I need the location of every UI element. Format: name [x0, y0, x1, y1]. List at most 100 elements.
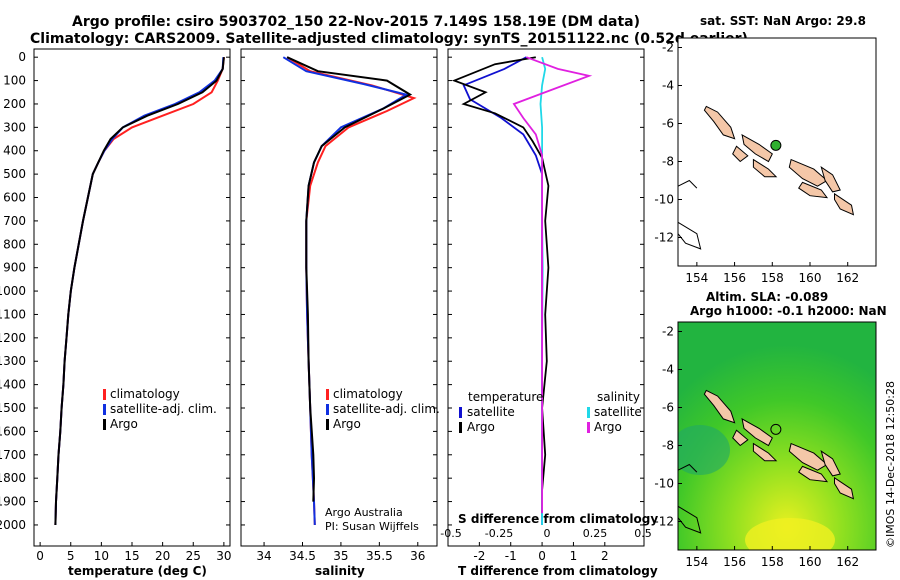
- island-shape: [703, 389, 736, 424]
- map-y-tick-label: -2: [662, 41, 674, 55]
- legend-swatch: [103, 419, 106, 430]
- map-y-tick-label: -4: [662, 363, 674, 377]
- x-tick-label: 34: [256, 549, 271, 563]
- depth-tick-label: 1900: [0, 495, 26, 509]
- map-x-tick-label: 162: [836, 555, 859, 569]
- map-y-tick-label: -4: [662, 79, 674, 93]
- island-shape: [732, 429, 749, 447]
- sla-map-low: [678, 425, 730, 475]
- legend-swatch: [326, 419, 329, 430]
- legend-label: climatology: [333, 387, 403, 401]
- island-shape: [752, 442, 778, 462]
- depth-tick-label: 1400: [0, 378, 26, 392]
- sla-map-frame: [677, 321, 877, 551]
- map-y-tick-label: -10: [654, 193, 674, 207]
- series-line-argo: [286, 56, 413, 502]
- depth-tick-label: 2000: [0, 518, 26, 532]
- legend-swatch: [103, 404, 106, 415]
- sla-map-title1: Altim. SLA: -0.089: [706, 290, 828, 304]
- legend-swatch: [587, 407, 590, 418]
- legend-swatch: [326, 404, 329, 415]
- island-shape: [820, 450, 841, 477]
- x-tick-label: 25: [186, 549, 201, 563]
- island-shape: [788, 158, 828, 187]
- x-tick-label: -1: [505, 549, 517, 563]
- x-tick-label: 35: [333, 549, 348, 563]
- island-shape: [834, 192, 855, 216]
- map-y-tick-label: -6: [662, 401, 674, 415]
- x-tick-label: -2: [473, 549, 485, 563]
- series-line-argo: [54, 57, 225, 526]
- series-line-s-argo: [512, 56, 593, 514]
- legend-label: Argo: [467, 420, 495, 434]
- legend-label: Argo: [110, 417, 138, 431]
- legend-title-temperature: temperature: [468, 390, 543, 404]
- legend-label: satellite-adj. clim.: [333, 402, 440, 416]
- salinity-plot: 34 34.5 35 35.5 36 climatologysatellite-adj. …: [241, 56, 440, 563]
- map-y-tick-label: -8: [662, 155, 674, 169]
- legend-label: climatology: [110, 387, 180, 401]
- depth-tick-label: 0: [18, 50, 26, 64]
- difference-xlabel: T difference from climatology: [458, 564, 658, 578]
- map-y-tick-label: -12: [654, 231, 674, 245]
- island-shape: [741, 133, 773, 163]
- x-tick-label: 15: [124, 549, 139, 563]
- island-shape: [798, 465, 829, 483]
- annotation-line2: PI: Susan Wijffels: [325, 520, 419, 533]
- depth-tick-label: 300: [3, 120, 26, 134]
- legend-swatch: [103, 389, 106, 400]
- depth-tick-label: 1800: [0, 471, 26, 485]
- x-tick-label: 36: [410, 549, 425, 563]
- legend-label: satellite: [594, 405, 642, 419]
- island-shape: [834, 476, 855, 500]
- depth-tick-label: 1300: [0, 354, 26, 368]
- x-tick-label: 35.5: [366, 549, 393, 563]
- header-line2: Climatology: CARS2009. Satellite-adjuste…: [30, 31, 748, 47]
- depth-tick-label: 600: [3, 191, 26, 205]
- depth-tick-label: 1100: [0, 307, 26, 321]
- footer-stamp: ©IMOS 14-Dec-2018 12:50:28: [884, 381, 897, 548]
- coastline: [677, 179, 698, 189]
- header-line1: Argo profile: csiro 5903702_150 22-Nov-2…: [72, 14, 640, 30]
- depth-tick-label: 1000: [0, 284, 26, 298]
- coastline: [677, 463, 698, 473]
- argo-float-marker: [770, 423, 782, 435]
- x-tick-label: 30: [216, 549, 231, 563]
- legend-label: Argo: [594, 420, 622, 434]
- island-shape: [788, 442, 828, 471]
- depth-tick-label: 500: [3, 167, 26, 181]
- map-x-tick-label: 162: [836, 271, 859, 285]
- annotation-line1: Argo Australia: [325, 506, 403, 519]
- legend-label: satellite: [467, 405, 515, 419]
- temperature-xlabel: temperature (deg C): [68, 564, 207, 578]
- legend-swatch: [459, 407, 462, 418]
- legend-swatch: [459, 422, 462, 433]
- depth-tick-label: 800: [3, 237, 26, 251]
- depth-tick-label: 1200: [0, 331, 26, 345]
- legend-swatch: [326, 389, 329, 400]
- x-tick-label: 1: [570, 549, 578, 563]
- depth-tick-label: 1500: [0, 401, 26, 415]
- legend-title-salinity: salinity: [597, 390, 640, 404]
- depth-tick-label: 400: [3, 144, 26, 158]
- x-tick-label: 20: [155, 549, 170, 563]
- x-tick-label: 34.5: [289, 549, 316, 563]
- depth-tick-label: 200: [3, 97, 26, 111]
- map-x-tick-label: 156: [723, 555, 746, 569]
- x-tick-label: 0: [36, 549, 44, 563]
- map-x-tick-label: 158: [761, 271, 784, 285]
- depth-axis-labels: 0 100 200 300 400 500 600 700 800 900 1000 1100 1200…: [0, 50, 26, 532]
- legend-label: Argo: [333, 417, 361, 431]
- salinity-panel: [240, 48, 438, 547]
- x-tick-label: 10: [94, 549, 109, 563]
- sst-map-plot: 154 156 158 160 162 -2 -4 -6 -8 -10 -12: [654, 41, 859, 286]
- sla-map-title2: Argo h1000: -0.1 h2000: NaN: [690, 304, 887, 318]
- map-x-tick-label: 156: [723, 271, 746, 285]
- sla-map-plot: 154 156 158 160 162 -2 -4 -6 -8 -10 -12: [654, 325, 859, 570]
- difference-plot: -2 -1 0 1 2 -0.5 -0.25 0 0.25 0.5 temperature salin…: [440, 56, 652, 563]
- difference-xlabel-top: S difference from climatology: [458, 512, 658, 526]
- legend-label: satellite-adj. clim.: [110, 402, 217, 416]
- coastline: [677, 221, 702, 250]
